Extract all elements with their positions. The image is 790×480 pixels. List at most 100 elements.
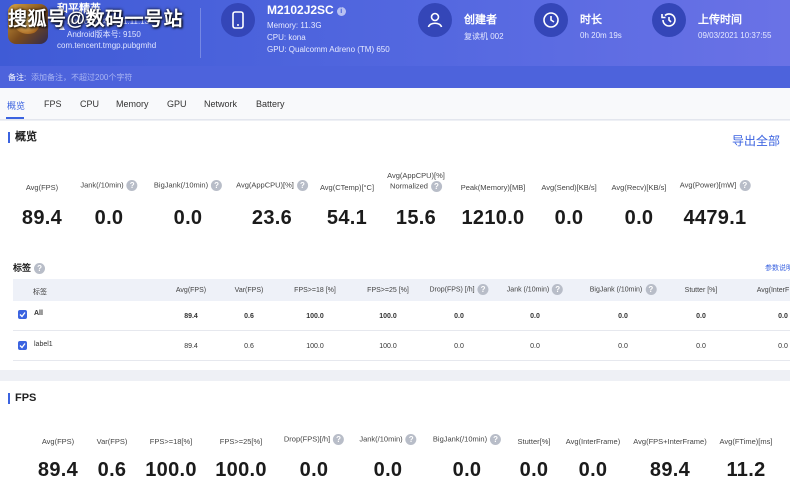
column-header[interactable]: Jank (/10min)? bbox=[507, 284, 564, 295]
row-checkbox[interactable] bbox=[18, 310, 27, 319]
active-tab-indicator bbox=[6, 117, 24, 119]
tab-bar: 概览 FPS CPU Memory GPU Network Battery bbox=[0, 88, 790, 120]
creator-value: 复读机 002 bbox=[464, 32, 504, 41]
metric-value: 0.0 bbox=[554, 207, 584, 229]
tag-name: label1 bbox=[34, 341, 53, 348]
metric-label: Avg(Power)[mW]? bbox=[680, 180, 751, 191]
metric-label: Drop(FPS)[/h]? bbox=[284, 434, 345, 445]
notes-input[interactable]: 添加备注，不超过200个字符 bbox=[31, 73, 133, 82]
tab-fps[interactable]: FPS bbox=[44, 99, 62, 109]
param-description-link[interactable]: 参数说明 bbox=[765, 265, 790, 272]
tab-overview[interactable]: 概览 bbox=[7, 101, 26, 111]
metric-label: Avg(FTime)[ms] bbox=[719, 437, 773, 446]
upload-time-title: 上传时间 bbox=[698, 14, 742, 26]
table-cell: 0.0 bbox=[618, 343, 628, 350]
user-icon bbox=[418, 3, 452, 37]
table-cell: 0.0 bbox=[454, 313, 464, 320]
overview-card: 概览 导出全部 Avg(FPS) 89.4 Jank(/10min)? 0.0 … bbox=[0, 121, 790, 370]
column-header[interactable]: Var(FPS) bbox=[234, 287, 264, 294]
export-all-link[interactable]: 导出全部 bbox=[732, 134, 781, 148]
table-cell: 0.0 bbox=[618, 313, 628, 320]
help-icon[interactable]: ? bbox=[333, 434, 345, 445]
help-icon[interactable]: ? bbox=[211, 180, 223, 191]
tag-name: All bbox=[34, 310, 43, 317]
help-icon[interactable]: ? bbox=[552, 284, 564, 295]
help-icon[interactable]: ? bbox=[126, 180, 138, 191]
notes-bar: 备注: 添加备注，不超过200个字符 bbox=[0, 66, 790, 88]
metric-value: 0.6 bbox=[97, 459, 127, 480]
table-cell: 89.4 bbox=[184, 313, 198, 320]
metric-label: BigJank(/10min)? bbox=[433, 434, 502, 445]
phone-icon bbox=[221, 3, 255, 37]
tags-label: 标签? bbox=[13, 261, 46, 275]
device-gpu: GPU: Qualcomm Adreno (TM) 650 bbox=[267, 45, 390, 54]
column-header[interactable]: Avg(InterF bbox=[756, 287, 790, 294]
table-row[interactable]: label1 89.4 0.6 100.0 100.0 0.0 0.0 0.0 … bbox=[13, 331, 790, 361]
metric-value: 0.0 bbox=[373, 459, 403, 480]
table-cell: 0.0 bbox=[778, 343, 788, 350]
tab-battery[interactable]: Battery bbox=[256, 99, 285, 109]
help-icon[interactable]: ? bbox=[34, 263, 46, 275]
row-checkbox[interactable] bbox=[18, 341, 27, 350]
metric-value: 11.2 bbox=[726, 459, 766, 480]
column-header[interactable]: Drop(FPS) [/h]? bbox=[429, 284, 489, 295]
tab-cpu[interactable]: CPU bbox=[80, 99, 100, 109]
metric-value: 89.4 bbox=[21, 207, 63, 229]
metric-value: 0.0 bbox=[299, 459, 329, 480]
table-cell: 89.4 bbox=[184, 343, 198, 350]
metric-label: Stutter[%] bbox=[517, 437, 551, 446]
table-cell: 0.0 bbox=[530, 313, 540, 320]
column-header[interactable]: FPS>=25 [%] bbox=[367, 287, 409, 294]
fps-section-title: FPS bbox=[8, 393, 36, 404]
upload-time-value: 09/03/2021 10:37:55 bbox=[698, 31, 772, 40]
column-header[interactable]: FPS>=18 [%] bbox=[294, 287, 336, 294]
column-header[interactable]: BigJank (/10min)? bbox=[590, 284, 657, 295]
column-header[interactable]: Avg(FPS) bbox=[175, 287, 207, 294]
metric-label: Avg(InterFrame) bbox=[565, 437, 621, 446]
metric-label: Avg(FPS+InterFrame) bbox=[633, 437, 707, 446]
overview-title: 概览 bbox=[8, 132, 37, 143]
table-row[interactable]: All 89.4 0.6 100.0 100.0 0.0 0.0 0.0 0.0… bbox=[13, 301, 790, 331]
metric-label: Avg(FPS) bbox=[25, 183, 59, 192]
help-icon[interactable]: ? bbox=[490, 434, 502, 445]
metric-label: Jank(/10min)? bbox=[80, 180, 138, 191]
help-icon[interactable]: ? bbox=[405, 434, 417, 445]
metric-value: 89.4 bbox=[649, 459, 691, 480]
table-cell: 100.0 bbox=[379, 313, 397, 320]
tab-network[interactable]: Network bbox=[204, 99, 238, 109]
help-icon[interactable]: ? bbox=[645, 284, 657, 295]
help-icon[interactable]: ? bbox=[430, 181, 442, 192]
metric-label: Avg(Recv)[KB/s] bbox=[611, 183, 667, 192]
watermark: 搜狐号@数码一号站 bbox=[8, 9, 184, 30]
metric-label: Jank(/10min)? bbox=[359, 434, 417, 445]
tab-gpu[interactable]: GPU bbox=[167, 99, 187, 109]
table-cell: 0.6 bbox=[244, 313, 254, 320]
device-cpu: CPU: kona bbox=[267, 33, 306, 42]
history-icon bbox=[652, 3, 686, 37]
column-header[interactable]: Stutter [%] bbox=[684, 287, 718, 294]
table-cell: 0.0 bbox=[696, 313, 706, 320]
help-icon[interactable]: ? bbox=[477, 284, 489, 295]
metric-value: 89.4 bbox=[37, 459, 79, 480]
table-cell: 0.0 bbox=[530, 343, 540, 350]
table-cell: 0.0 bbox=[454, 343, 464, 350]
android-min-version: Android版本号: 1.11.13 bbox=[67, 17, 150, 26]
metric-label: FPS>=25[%] bbox=[219, 437, 263, 446]
metric-value: 100.0 bbox=[145, 459, 197, 480]
help-icon[interactable]: ? bbox=[296, 180, 308, 191]
metric-value: 54.1 bbox=[326, 207, 368, 229]
metric-value: 4479.1 bbox=[683, 207, 747, 229]
metric-label: Avg(Send)[KB/s] bbox=[541, 183, 597, 192]
metric-label: Avg(FPS) bbox=[41, 437, 75, 446]
metric-value: 0.0 bbox=[452, 459, 482, 480]
table-cell: 100.0 bbox=[379, 343, 397, 350]
header-divider bbox=[200, 8, 201, 58]
table-cell: 0.0 bbox=[696, 343, 706, 350]
metric-value: 0.0 bbox=[173, 207, 203, 229]
metric-value: 0.0 bbox=[578, 459, 608, 480]
info-icon[interactable]: i bbox=[336, 7, 346, 16]
table-cell: 100.0 bbox=[306, 343, 324, 350]
tab-memory[interactable]: Memory bbox=[116, 99, 149, 109]
help-icon[interactable]: ? bbox=[739, 180, 751, 191]
notes-label: 备注: bbox=[8, 73, 27, 82]
